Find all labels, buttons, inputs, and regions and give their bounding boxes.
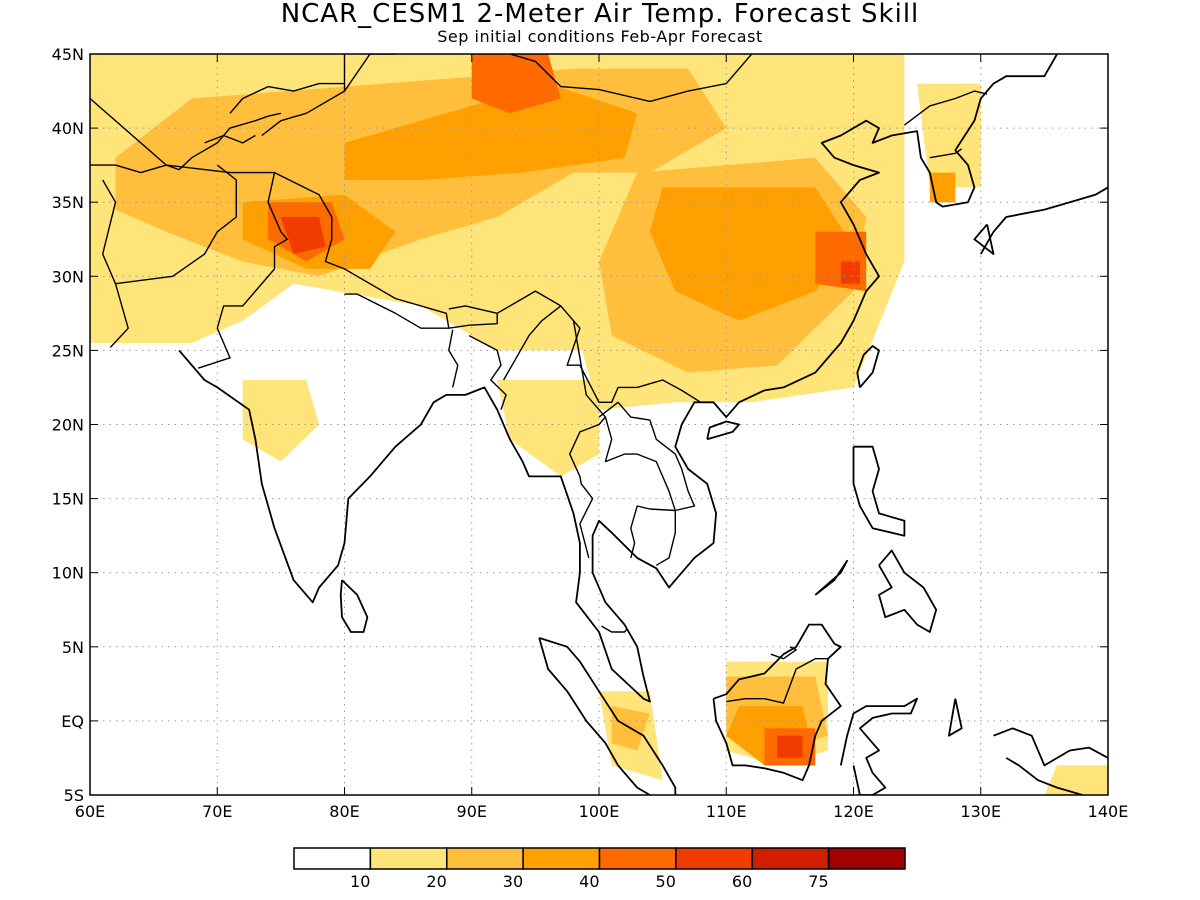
colorbar-swatch-0 [293,847,372,870]
coastline-1 [339,579,369,633]
skill-region-7 [917,83,981,188]
border-13 [261,54,346,137]
colorbar-level-label: 75 [808,872,828,891]
x-tick-label: 100E [579,802,620,821]
border-10 [598,401,696,559]
colorbar-swatch-6 [751,847,830,870]
border-2 [115,164,238,285]
coastline-7 [878,549,938,633]
coastline-15 [1005,757,1083,795]
border-7 [468,334,507,410]
border-8 [502,305,562,381]
y-tick-label: 5N [62,638,84,657]
coastline-9 [538,637,677,795]
border-6 [448,329,459,388]
border-19 [770,646,797,660]
colorbar-swatch-1 [369,847,448,870]
coastline-5 [973,223,995,256]
x-tick-label: 90E [457,802,487,821]
colorbar-swatch-2 [446,847,524,870]
border-14 [343,54,397,92]
skill-region-23 [471,54,561,114]
border-5 [496,290,702,403]
lat-lon-gridlines [90,54,1108,795]
colorbar-level-label: 20 [426,872,446,891]
y-tick-label: 30N [52,267,84,286]
skill-region-17 [344,83,638,180]
skill-region-8 [242,380,320,462]
border-16 [903,90,988,126]
skill-region-21 [929,172,956,203]
border-22 [204,134,256,144]
border-0 [90,97,288,369]
x-tick-label: 120E [833,802,874,821]
border-12 [655,510,676,566]
coastline-4 [980,186,1108,255]
colorbar-swatch-5 [675,847,754,870]
x-tick-label: 110E [706,802,747,821]
colorbar-level-label: 50 [656,872,676,891]
border-21 [90,112,282,174]
coastline-2 [706,420,740,441]
border-17 [929,148,963,159]
border-18 [726,658,828,704]
y-tick-label: 10N [52,564,84,583]
x-tick-label: 140E [1088,802,1129,821]
coastline-10 [538,637,651,795]
skill-region-26 [280,217,326,255]
coastline-14 [993,727,1108,767]
y-tick-label: 40N [52,119,84,138]
skill-region-19 [649,187,854,321]
coastline-8 [814,559,848,596]
coastline-3 [856,345,880,388]
skill-region-9 [497,380,599,477]
country-borders [90,54,988,704]
border-4 [448,305,498,329]
border-23 [229,82,345,114]
x-tick-label: 80E [329,802,359,821]
skill-region-27 [840,261,860,284]
chart-subtitle: Sep initial conditions Feb-Apr Forecast [437,27,763,46]
border-9 [569,320,607,559]
coastline-6 [852,445,906,537]
y-tick-label: 35N [52,193,84,212]
y-tick-label: EQ [61,712,84,731]
y-tick-label: 20N [52,416,84,435]
x-tick-label: 130E [960,802,1001,821]
colorbar-level-label: 10 [350,872,370,891]
colorbar-swatch-7 [827,847,906,870]
chart-title: NCAR_CESM1 2-Meter Air Temp. Forecast Sk… [280,0,920,29]
y-tick-label: 25N [52,341,84,360]
border-20 [601,625,628,633]
border-1 [101,179,129,348]
colorbar-level-label: 30 [503,872,523,891]
colorbar: 10 20 30 40 50 60 75 [293,847,906,891]
y-tick-label: 45N [52,45,84,64]
colorbar-swatch-4 [598,847,677,870]
skill-region-12 [1044,765,1108,795]
coastline-12 [839,697,918,795]
axis-ticks: 60E 70E 80E 90E 100E 110E 120E 130E 140E 45N 40N 35… [52,45,1129,821]
x-tick-label: 60E [75,802,105,821]
border-15 [507,54,754,103]
border-11 [604,416,676,511]
colorbar-level-label: 40 [579,872,599,891]
colorbar-swatch-3 [522,847,601,870]
coastline-0 [178,54,1058,703]
x-tick-label: 70E [202,802,232,821]
coastline-13 [948,698,963,737]
y-tick-label: 15N [52,490,84,509]
y-tick-label: 5S [64,786,84,805]
skill-region-28 [777,735,803,758]
colorbar-level-label: 60 [732,872,752,891]
border-3 [274,171,450,329]
